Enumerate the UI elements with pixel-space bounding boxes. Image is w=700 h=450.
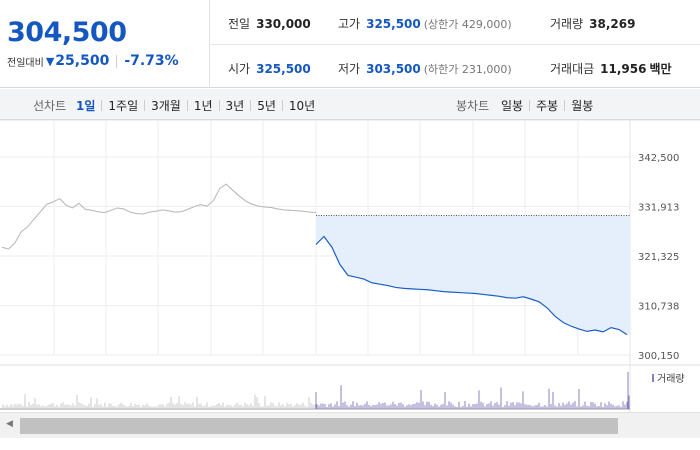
stat-label: 고가 bbox=[338, 17, 361, 31]
divider bbox=[116, 54, 118, 68]
divider bbox=[281, 100, 283, 111]
stat-high: 고가 325,500 (상한가 429,000) bbox=[338, 15, 512, 32]
divider bbox=[186, 100, 188, 111]
previous-day-line bbox=[1, 183, 317, 250]
stat-value: 325,500 bbox=[366, 17, 421, 31]
divider bbox=[218, 100, 220, 111]
stat-label: 거래량 bbox=[550, 17, 584, 31]
candle-period-tab-1[interactable]: 주봉 bbox=[536, 99, 559, 113]
change-row: 전일대비 ▼ 25,500 -7.73% bbox=[7, 53, 179, 69]
y-tick-label-1: 331,913 bbox=[638, 202, 679, 213]
scrollbar-thumb[interactable] bbox=[20, 418, 618, 434]
line-period-tab-1[interactable]: 1주일 bbox=[108, 99, 139, 113]
stat-open: 시가 325,500 bbox=[228, 60, 311, 77]
stat-volume: 거래량 38,269 bbox=[550, 15, 635, 32]
scroll-left-icon[interactable]: ◀ bbox=[6, 419, 13, 429]
today-fill bbox=[316, 215, 630, 335]
line-period-tab-3[interactable]: 1년 bbox=[193, 99, 213, 113]
stat-value: 330,000 bbox=[256, 17, 311, 31]
quote-panel: 304,500 전일대비 ▼ 25,500 -7.73% 전일 330,000 고… bbox=[0, 0, 700, 88]
change-percent: -7.73% bbox=[124, 53, 179, 69]
y-tick-label-3: 310,738 bbox=[638, 301, 679, 312]
volume-legend-label: 거래량 bbox=[657, 373, 685, 385]
horizontal-scrollbar[interactable]: ◀ bbox=[0, 412, 700, 438]
volume-panel: 거래량 bbox=[0, 364, 700, 410]
price-summary: 304,500 전일대비 ▼ 25,500 -7.73% bbox=[0, 0, 210, 88]
lower-limit: (하한가 231,000) bbox=[423, 63, 512, 76]
stat-low: 저가 303,500 (하한가 231,000) bbox=[338, 60, 512, 77]
stat-value: 303,500 bbox=[366, 62, 421, 76]
y-tick-label-0: 342,500 bbox=[638, 153, 679, 164]
y-tick-label-2: 321,325 bbox=[638, 252, 679, 263]
candle-period-tabs: 일봉 주봉 월봉 bbox=[501, 97, 593, 114]
stat-value: 11,956 bbox=[600, 62, 647, 76]
divider bbox=[144, 100, 146, 111]
price-lines bbox=[1, 183, 628, 336]
divider bbox=[210, 44, 700, 45]
chart-grid bbox=[0, 120, 700, 412]
candle-chart-label: 봉차트 bbox=[456, 99, 490, 113]
divider bbox=[250, 100, 252, 111]
change-amount: 25,500 bbox=[55, 53, 110, 69]
stat-amount: 거래대금 11,956 백만 bbox=[550, 60, 672, 77]
line-period-tab-2[interactable]: 3개월 bbox=[151, 99, 181, 113]
stat-label: 거래대금 bbox=[550, 62, 595, 76]
down-arrow-icon: ▼ bbox=[45, 54, 55, 68]
volume-legend-swatch bbox=[652, 374, 654, 382]
stat-value: 38,269 bbox=[589, 17, 636, 31]
amount-unit: 백만 bbox=[649, 62, 672, 76]
y-axis-labels: 342,500 331,913 321,325 310,738 300,150 bbox=[638, 153, 679, 362]
line-period-tab-0[interactable]: 1일 bbox=[76, 99, 96, 113]
candle-period-tab-0[interactable]: 일봉 bbox=[501, 99, 524, 113]
change-label: 전일대비 bbox=[7, 57, 44, 69]
stat-label: 시가 bbox=[228, 62, 251, 76]
price-chart[interactable]: 342,500 331,913 321,325 310,738 300,150 거래량 bbox=[0, 120, 700, 412]
line-period-tab-5[interactable]: 5년 bbox=[257, 99, 276, 113]
upper-limit: (상한가 429,000) bbox=[423, 18, 512, 31]
line-chart-label: 선차트 bbox=[33, 99, 67, 113]
period-toolbar: 선차트 1일 1주일 3개월 1년 3년 5년 10년 봉차트 일봉 주봉 월봉 bbox=[0, 89, 700, 120]
divider bbox=[564, 100, 566, 111]
today-line bbox=[315, 235, 628, 336]
stat-value: 325,500 bbox=[256, 62, 311, 76]
stat-label: 저가 bbox=[338, 62, 361, 76]
current-price: 304,500 bbox=[7, 17, 127, 48]
y-tick-label-4: 300,150 bbox=[638, 351, 679, 362]
stat-label: 전일 bbox=[228, 17, 251, 31]
line-period-tab-6[interactable]: 10년 bbox=[288, 99, 316, 113]
today-fill-area bbox=[316, 215, 630, 335]
line-period-tabs: 1일 1주일 3개월 1년 3년 5년 10년 bbox=[76, 97, 315, 114]
divider bbox=[101, 100, 103, 111]
line-period-tab-4[interactable]: 3년 bbox=[225, 99, 245, 113]
candle-period-tab-2[interactable]: 월봉 bbox=[571, 99, 594, 113]
stat-prev-close: 전일 330,000 bbox=[228, 15, 311, 32]
price-stats: 전일 330,000 고가 325,500 (상한가 429,000) 거래량 38,2… bbox=[210, 0, 700, 88]
divider bbox=[529, 100, 531, 111]
